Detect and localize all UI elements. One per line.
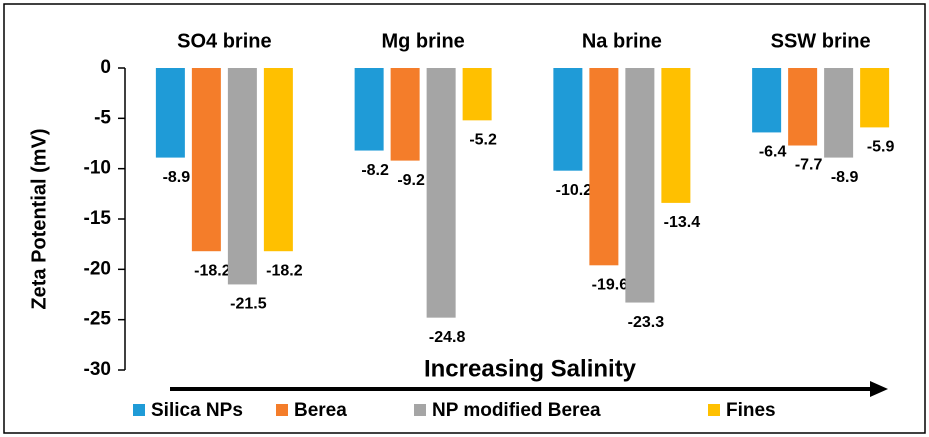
bar (426, 68, 456, 318)
bar (263, 68, 293, 252)
data-label: -8.2 (361, 162, 389, 179)
legend-swatch (414, 404, 426, 416)
data-label: -8.9 (831, 169, 859, 186)
data-label: -18.2 (266, 262, 303, 279)
data-label: -18.2 (194, 262, 231, 279)
data-label: -23.3 (628, 314, 665, 331)
legend-label: Berea (294, 400, 347, 421)
y-tick-label: -20 (84, 258, 111, 279)
y-tick-label: 0 (100, 57, 111, 78)
legend-label: Fines (726, 400, 776, 421)
category-label: Mg brine (381, 30, 464, 52)
bar (860, 68, 890, 128)
y-axis-label: Zeta Potential (mV) (28, 128, 50, 309)
legend-label: NP modified Berea (432, 400, 601, 421)
bar (752, 68, 782, 133)
category-label: SO4 brine (177, 30, 271, 52)
y-tick-label: -10 (84, 158, 111, 179)
bar (462, 68, 492, 121)
data-label: -24.8 (429, 329, 466, 346)
bar (661, 68, 691, 203)
legend-label: Silica NPs (151, 400, 243, 421)
bar (589, 68, 619, 266)
frame (3, 3, 926, 434)
data-label: -6.4 (759, 144, 787, 161)
bar (155, 68, 185, 158)
annotation: Increasing Salinity (424, 355, 637, 382)
legend-swatch (708, 404, 720, 416)
data-label: -5.2 (469, 132, 497, 149)
data-label: -19.6 (592, 277, 629, 294)
category-label: SSW brine (771, 30, 871, 52)
data-label: -9.2 (397, 172, 425, 189)
arrow-head (870, 381, 888, 397)
data-label: -10.2 (556, 182, 593, 199)
bar (553, 68, 583, 171)
bar (788, 68, 818, 146)
bar (390, 68, 420, 161)
bar (227, 68, 257, 285)
y-tick-label: -5 (94, 107, 111, 128)
y-tick-label: -25 (84, 309, 112, 330)
bar (824, 68, 854, 158)
category-label: Na brine (582, 30, 662, 52)
data-label: -5.9 (867, 139, 895, 156)
legend-swatch (276, 404, 288, 416)
bar (354, 68, 384, 151)
data-label: -7.7 (795, 157, 823, 174)
data-label: -13.4 (664, 214, 701, 231)
y-tick-label: -30 (84, 359, 111, 380)
bar (191, 68, 221, 252)
data-label: -8.9 (163, 169, 191, 186)
data-label: -21.5 (230, 296, 267, 313)
y-tick-label: -15 (84, 208, 112, 229)
bar (625, 68, 655, 303)
legend-swatch (133, 404, 145, 416)
